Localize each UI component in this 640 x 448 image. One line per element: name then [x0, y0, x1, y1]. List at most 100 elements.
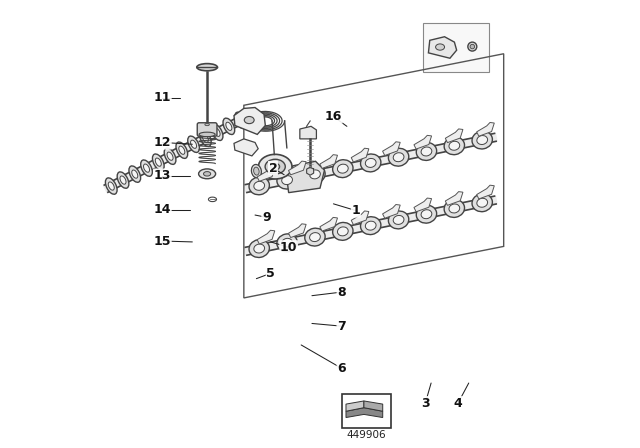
Polygon shape — [307, 167, 314, 175]
Ellipse shape — [223, 118, 235, 134]
Ellipse shape — [249, 177, 269, 195]
Polygon shape — [383, 204, 400, 218]
Polygon shape — [104, 114, 248, 193]
Ellipse shape — [252, 164, 261, 178]
Ellipse shape — [393, 215, 404, 224]
Ellipse shape — [333, 223, 353, 240]
Ellipse shape — [117, 172, 129, 188]
Text: 11: 11 — [154, 91, 171, 104]
Text: 5: 5 — [266, 267, 275, 280]
Polygon shape — [289, 224, 306, 237]
Ellipse shape — [416, 142, 436, 160]
Text: 9: 9 — [262, 211, 271, 224]
Ellipse shape — [237, 116, 244, 125]
Text: 4: 4 — [454, 396, 462, 410]
Ellipse shape — [108, 182, 115, 190]
Text: 7: 7 — [337, 319, 346, 333]
Ellipse shape — [477, 198, 488, 207]
Ellipse shape — [188, 136, 200, 152]
Polygon shape — [257, 168, 275, 181]
Ellipse shape — [421, 147, 432, 156]
Polygon shape — [445, 192, 463, 205]
Ellipse shape — [277, 171, 297, 189]
Text: 449906: 449906 — [346, 430, 386, 440]
Polygon shape — [287, 161, 324, 193]
FancyBboxPatch shape — [342, 394, 391, 428]
Ellipse shape — [305, 165, 325, 183]
Text: 15: 15 — [154, 234, 171, 248]
Polygon shape — [257, 230, 275, 244]
Text: 2: 2 — [269, 161, 277, 175]
Text: 13: 13 — [154, 169, 171, 182]
Text: 10: 10 — [280, 241, 298, 254]
Ellipse shape — [393, 153, 404, 162]
Ellipse shape — [305, 228, 325, 246]
Ellipse shape — [337, 164, 348, 173]
Ellipse shape — [244, 116, 254, 124]
Ellipse shape — [470, 44, 475, 49]
Ellipse shape — [106, 178, 117, 194]
Ellipse shape — [205, 123, 209, 125]
Ellipse shape — [132, 170, 138, 178]
Ellipse shape — [204, 172, 211, 176]
Ellipse shape — [176, 142, 188, 159]
Text: 8: 8 — [337, 285, 346, 299]
Ellipse shape — [333, 160, 353, 177]
Ellipse shape — [198, 169, 216, 179]
Ellipse shape — [202, 134, 209, 142]
Polygon shape — [346, 408, 383, 418]
Polygon shape — [320, 155, 337, 168]
Polygon shape — [477, 185, 494, 199]
Polygon shape — [346, 401, 364, 411]
Polygon shape — [244, 133, 497, 193]
Ellipse shape — [254, 181, 264, 190]
Text: 1: 1 — [351, 204, 360, 217]
Polygon shape — [414, 198, 431, 212]
Ellipse shape — [156, 158, 161, 166]
Text: 6: 6 — [337, 362, 346, 375]
Ellipse shape — [254, 244, 264, 253]
Polygon shape — [234, 139, 258, 156]
Ellipse shape — [444, 199, 465, 217]
Ellipse shape — [211, 124, 223, 141]
Polygon shape — [300, 126, 316, 139]
Polygon shape — [364, 401, 383, 411]
Ellipse shape — [120, 176, 126, 184]
Ellipse shape — [449, 204, 460, 213]
Ellipse shape — [468, 42, 477, 51]
Ellipse shape — [310, 170, 321, 179]
Text: 12: 12 — [154, 136, 171, 149]
Polygon shape — [477, 122, 494, 136]
Ellipse shape — [421, 210, 432, 219]
Polygon shape — [428, 37, 457, 58]
Ellipse shape — [472, 131, 492, 149]
Polygon shape — [445, 129, 463, 142]
Ellipse shape — [253, 167, 259, 175]
Text: 3: 3 — [421, 396, 429, 410]
Ellipse shape — [310, 233, 321, 241]
Ellipse shape — [365, 221, 376, 230]
Ellipse shape — [259, 154, 292, 179]
Ellipse shape — [226, 122, 232, 130]
Polygon shape — [289, 161, 306, 175]
Ellipse shape — [235, 112, 246, 129]
Ellipse shape — [164, 148, 176, 164]
Ellipse shape — [360, 154, 381, 172]
Ellipse shape — [449, 141, 460, 150]
Ellipse shape — [214, 128, 220, 136]
Ellipse shape — [277, 234, 297, 252]
Ellipse shape — [444, 137, 465, 155]
Ellipse shape — [477, 136, 488, 145]
Ellipse shape — [416, 205, 436, 223]
Polygon shape — [351, 211, 369, 224]
Ellipse shape — [282, 238, 292, 247]
Polygon shape — [320, 217, 337, 231]
Ellipse shape — [282, 176, 292, 185]
Ellipse shape — [152, 154, 164, 170]
Ellipse shape — [199, 132, 215, 137]
Ellipse shape — [167, 152, 173, 160]
Text: 16: 16 — [324, 110, 342, 123]
Ellipse shape — [200, 130, 211, 146]
FancyBboxPatch shape — [423, 23, 490, 72]
Ellipse shape — [436, 44, 445, 50]
